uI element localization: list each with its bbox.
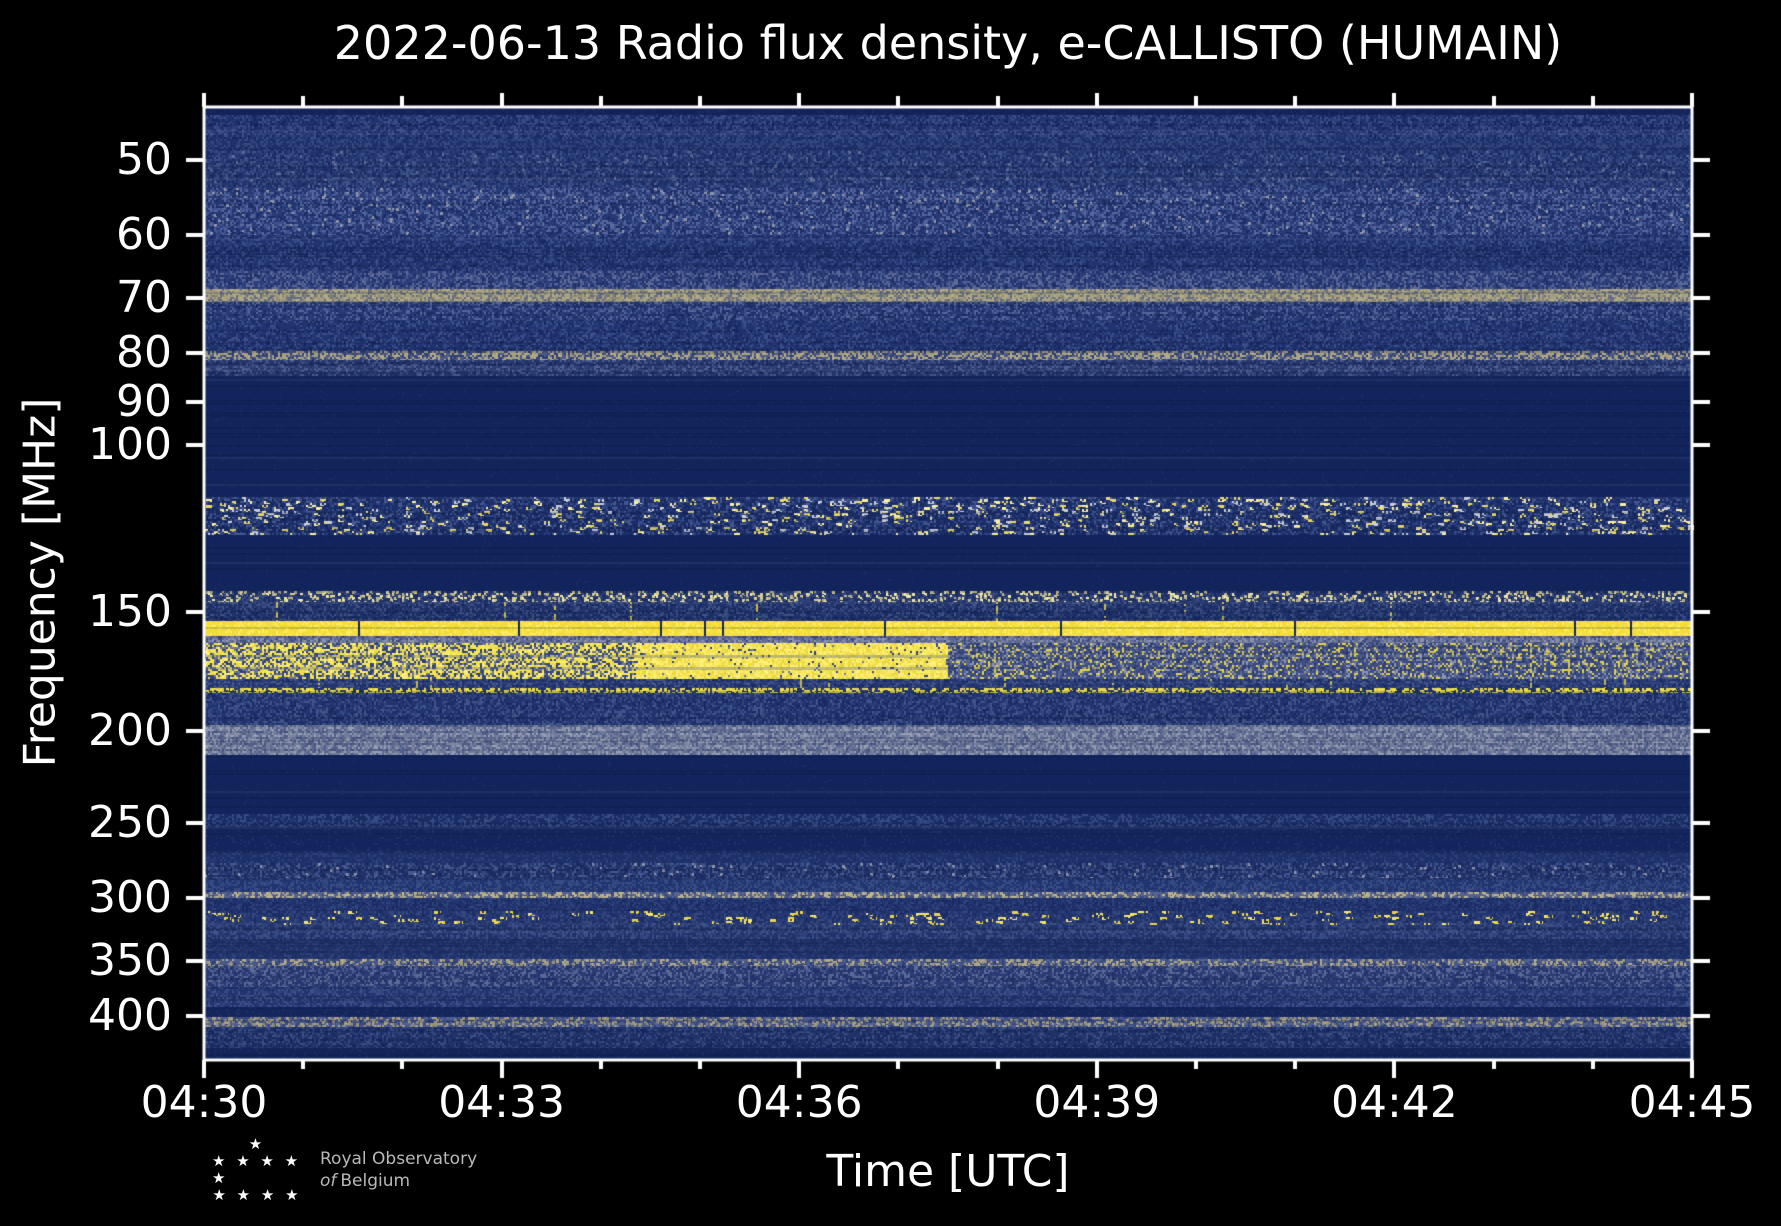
logo-star-row: ★ ★ ★ ★ [212, 1186, 302, 1204]
x-tick-label: 04:33 [438, 1077, 565, 1128]
x-tick-label: 04:45 [1628, 1077, 1756, 1128]
logo-star-row: ★ [248, 1135, 266, 1153]
rob-logo-text: Royal Observatory of Belgium [320, 1148, 477, 1192]
y-tick-label: 250 [88, 796, 172, 848]
y-tick-label: 60 [116, 208, 172, 260]
y-tick-label: 90 [116, 375, 172, 427]
rob-logo-stars-icon: ★ ★ ★ ★ ★ ★ ★ ★ ★ ★ [212, 1136, 302, 1204]
y-tick-label: 70 [116, 272, 172, 324]
y-tick-label: 200 [88, 704, 172, 756]
x-axis-label: Time [UTC] [826, 1146, 1070, 1197]
y-tick-label: 150 [88, 586, 172, 638]
y-tick-label: 300 [88, 871, 172, 923]
x-tick-label: 04:42 [1330, 1077, 1458, 1128]
rob-logo: ★ ★ ★ ★ ★ ★ ★ ★ ★ ★ Royal Observatory of Be… [212, 1136, 477, 1204]
chart-title: 2022-06-13 Radio flux density, e-CALLIST… [333, 16, 1563, 70]
y-tick-label: 50 [116, 133, 172, 185]
x-tick-label: 04:36 [735, 1077, 863, 1128]
x-tick-label: 04:30 [140, 1077, 268, 1128]
logo-line1: Royal Observatory [320, 1149, 478, 1169]
logo-star-row: ★ ★ ★ ★ ★ [212, 1152, 302, 1187]
y-tick-label: 400 [88, 990, 172, 1042]
y-tick-label: 350 [88, 935, 172, 987]
logo-line2: of Belgium [320, 1171, 411, 1191]
y-tick-label: 80 [116, 327, 172, 379]
x-tick-label: 04:39 [1033, 1077, 1161, 1128]
y-tick-label: 100 [88, 419, 172, 471]
